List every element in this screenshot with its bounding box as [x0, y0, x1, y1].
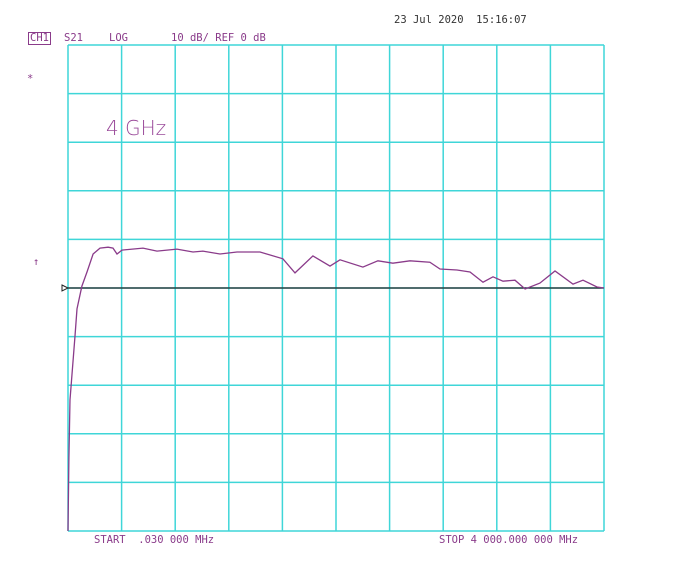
ref-arrow-icon: ↑ [33, 256, 40, 268]
s21-trace [67, 246, 605, 532]
star-marker: * [27, 73, 34, 85]
reference-position-icon [61, 284, 70, 292]
annotation-text: 4 GHz [106, 116, 167, 140]
stop-frequency: STOP 4 000.000 000 MHz [439, 534, 579, 546]
channel-indicator: CH1 [28, 32, 51, 45]
start-frequency: START .030 000 MHz [94, 534, 215, 546]
parameter-label: S21 [64, 32, 83, 44]
datetime: 23 Jul 2020 15:16:07 [394, 14, 527, 26]
format-label: LOG [109, 32, 128, 44]
scale-label: 10 dB/ REF 0 dB [171, 32, 266, 44]
